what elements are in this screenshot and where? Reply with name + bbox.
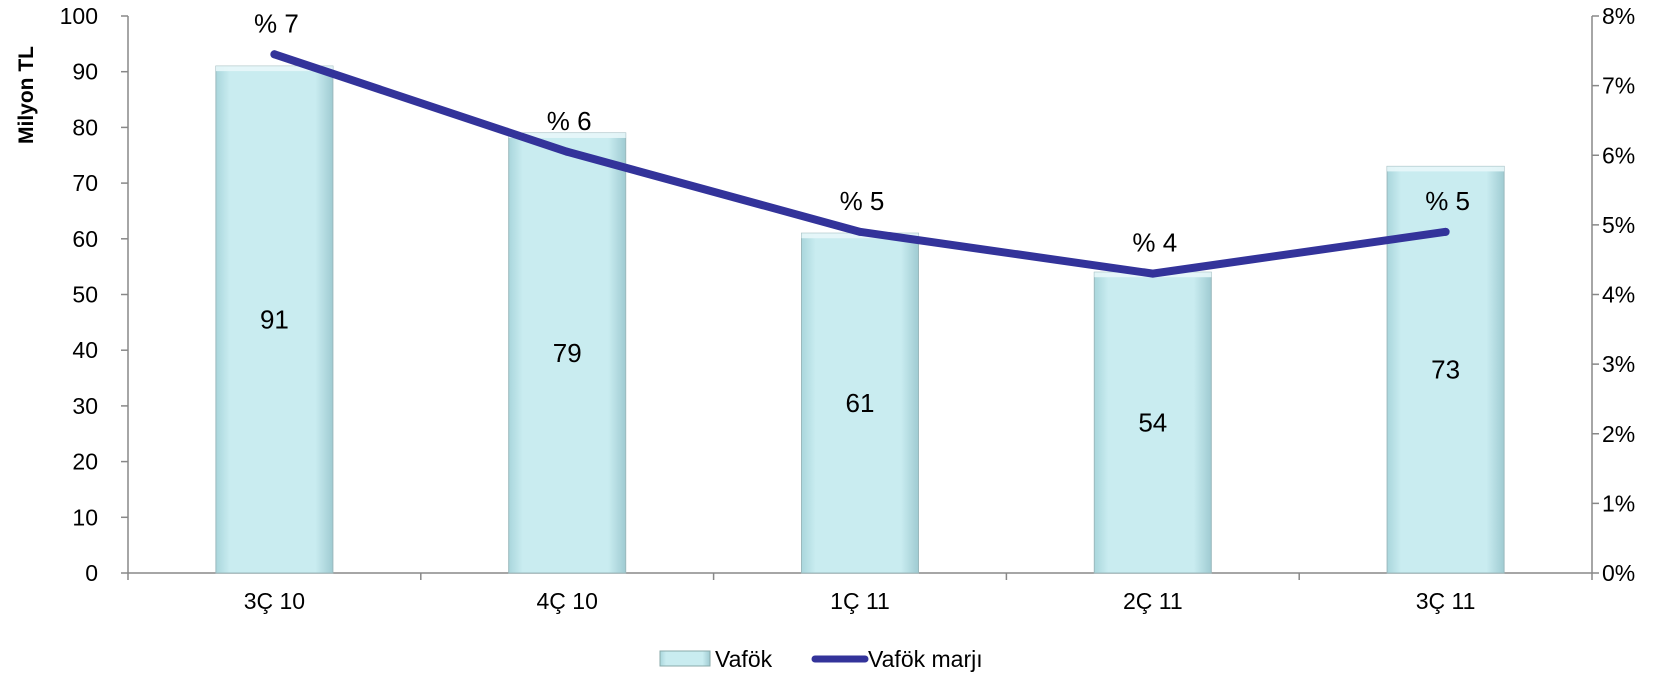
y2-tick-label: 6% <box>1602 142 1635 168</box>
y2-tick-label: 3% <box>1602 351 1635 377</box>
y-tick-label: 60 <box>72 226 98 252</box>
y2-tick-label: 4% <box>1602 282 1635 308</box>
y-tick-label: 100 <box>60 3 98 29</box>
data-labels: 91 79 61 54 73 % 7 % 6 % 5 % 4 % 5 <box>254 8 1470 437</box>
bar-value-label: 61 <box>846 388 875 418</box>
margin-value-label: % 5 <box>1425 186 1470 216</box>
bar-top-highlight <box>508 132 626 138</box>
bar <box>215 65 334 574</box>
axes: 0 10 20 30 40 50 60 70 80 90 100 0% 1% 2% 3% 4% 5% 6% 7% 8%… <box>60 3 1636 614</box>
y-tick-label: 40 <box>72 337 98 363</box>
y-tick-label: 10 <box>72 504 98 530</box>
legend-swatch-vafok <box>659 650 711 667</box>
y-axis-title: Milyon TL <box>15 46 38 144</box>
y-tick-label: 70 <box>72 170 98 196</box>
x-tick-label: 1Ç 11 <box>830 588 890 614</box>
y-tick-label: 50 <box>72 282 98 308</box>
y2-tick-label: 0% <box>1602 560 1635 586</box>
x-tick-label: 3Ç 10 <box>244 588 305 614</box>
bar-top-highlight <box>215 66 333 72</box>
y2-tick-label: 2% <box>1602 421 1635 447</box>
y2-tick-label: 5% <box>1602 212 1635 238</box>
x-tick-label: 4Ç 10 <box>537 588 598 614</box>
bar <box>801 232 919 574</box>
margin-value-label: % 6 <box>547 106 592 136</box>
legend-label-marj: Vafök marjı <box>868 646 983 672</box>
margin-point <box>1148 269 1157 278</box>
bar-value-label: 54 <box>1138 408 1167 438</box>
margin-line <box>270 50 1450 278</box>
y-tick-label: 90 <box>72 59 98 85</box>
x-tick-label: 2Ç 11 <box>1123 588 1183 614</box>
margin-point <box>270 50 279 59</box>
margin-point <box>563 147 572 156</box>
margin-value-label: % 5 <box>840 186 885 216</box>
y2-tick-label: 8% <box>1602 3 1635 29</box>
y-tick-label: 80 <box>72 114 98 140</box>
bar <box>508 132 627 574</box>
legend: Vafök Vafök marjı <box>659 646 983 672</box>
legend-label-vafok: Vafök <box>715 646 773 672</box>
bar-value-label: 73 <box>1431 355 1460 385</box>
y2-tick-label: 7% <box>1602 73 1635 99</box>
y-tick-label: 20 <box>72 449 98 475</box>
y-tick-label: 30 <box>72 393 98 419</box>
bar <box>1093 271 1212 574</box>
bar-value-label: 91 <box>260 305 289 335</box>
x-tick-label: 3Ç 11 <box>1416 588 1476 614</box>
margin-value-label: % 7 <box>254 8 299 38</box>
y-tick-label: 0 <box>85 560 98 586</box>
bar-value-label: 79 <box>553 338 582 368</box>
margin-value-label: % 4 <box>1132 228 1177 258</box>
margin-point <box>1441 227 1450 236</box>
bar-top-highlight <box>1387 166 1505 172</box>
y2-tick-label: 1% <box>1602 490 1635 516</box>
bars <box>215 65 1505 574</box>
margin-point <box>856 227 864 236</box>
